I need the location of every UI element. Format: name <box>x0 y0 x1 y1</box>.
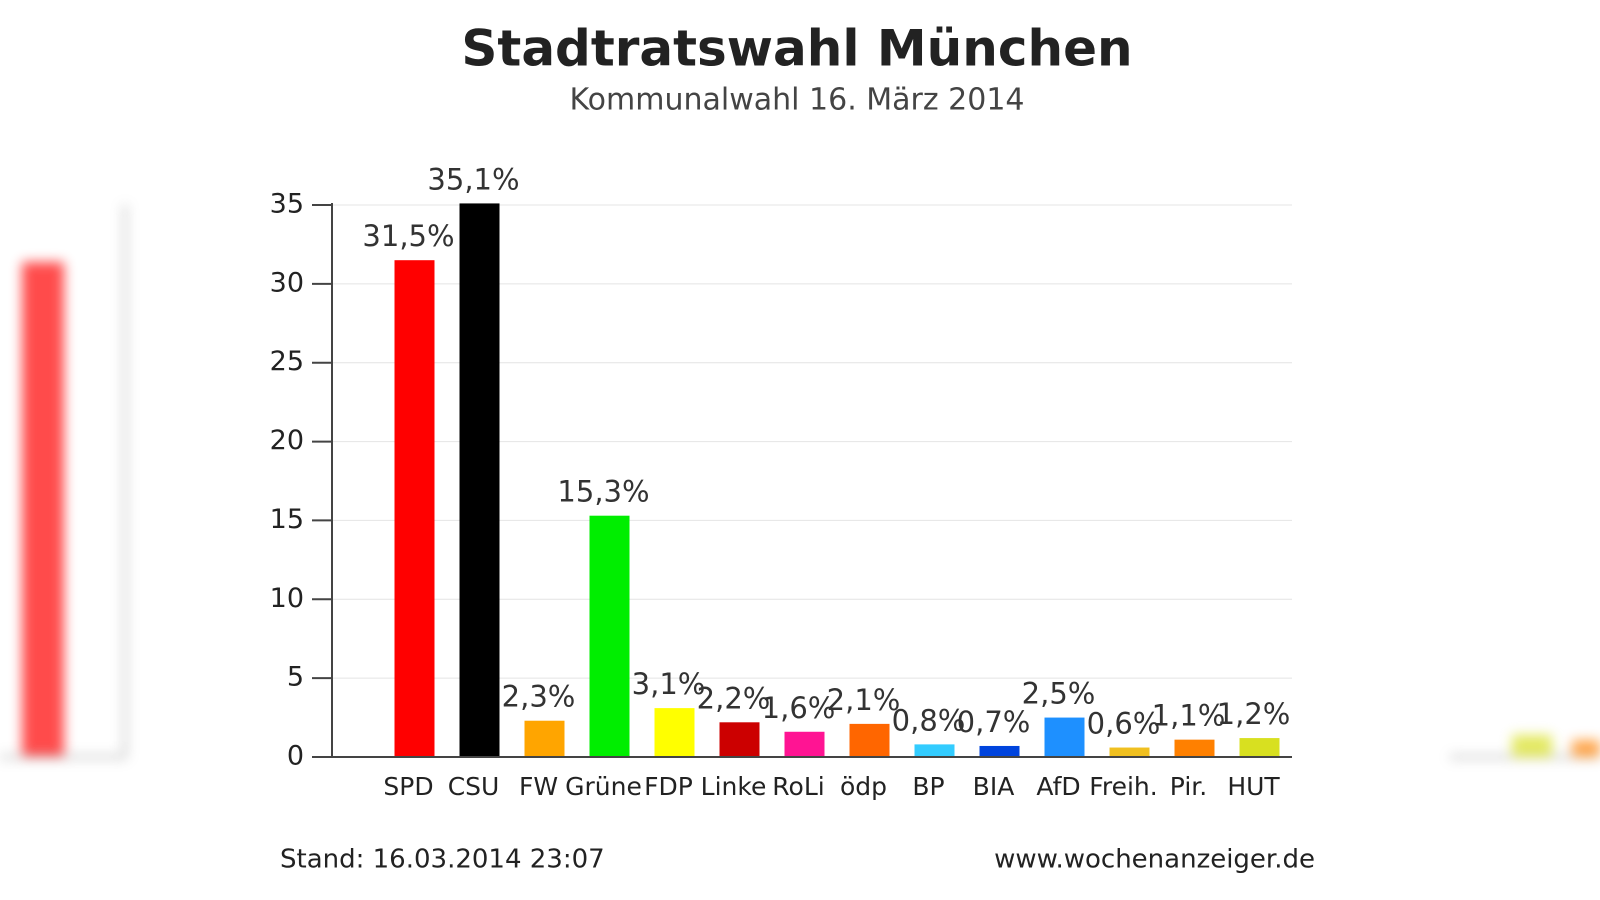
chart-subtitle: Kommunalwahl 16. März 2014 <box>569 83 1024 118</box>
bar <box>459 203 500 757</box>
value-label: 3,1% <box>632 667 706 701</box>
y-tick-label: 15 <box>270 504 304 535</box>
footer-left: Stand: 16.03.2014 23:07 <box>280 845 605 875</box>
x-tick-label: Linke <box>701 772 767 801</box>
y-tick-label: 10 <box>270 583 304 614</box>
bar <box>719 722 760 757</box>
x-tick-label: BIA <box>973 772 1015 801</box>
value-label: 15,3% <box>557 475 649 509</box>
bar <box>1109 747 1150 757</box>
bar <box>1239 738 1280 757</box>
bar <box>589 515 630 757</box>
x-tick-label: BP <box>912 772 944 801</box>
value-label: 35,1% <box>427 162 519 196</box>
bar <box>654 708 695 757</box>
y-tick-label: 5 <box>287 662 304 693</box>
value-label: 1,1% <box>1152 699 1226 733</box>
footer-right: www.wochenanzeiger.de <box>994 845 1315 875</box>
x-tick-label: FW <box>519 772 558 801</box>
x-tick-label: Pir. <box>1170 772 1207 801</box>
blurred-neighbor-left <box>0 205 127 759</box>
bar <box>524 720 565 757</box>
bar <box>784 731 825 757</box>
x-tick-label: CSU <box>448 772 500 801</box>
value-label: 1,6% <box>762 691 836 725</box>
y-tick-label: 30 <box>270 267 304 298</box>
value-label: 2,3% <box>502 680 576 714</box>
x-tick-label: SPD <box>383 772 433 801</box>
value-label: 31,5% <box>362 219 454 253</box>
x-tick-label: Freih. <box>1089 772 1157 801</box>
value-label: 0,8% <box>892 703 966 737</box>
bar <box>394 260 435 757</box>
x-tick-label: ödp <box>840 772 887 801</box>
value-label: 0,7% <box>957 705 1031 739</box>
bar <box>1174 739 1215 757</box>
y-tick-label: 20 <box>270 425 304 456</box>
value-label: 2,2% <box>697 681 771 715</box>
x-tick-label: Grüne <box>565 772 642 801</box>
y-tick-label: 35 <box>270 189 304 220</box>
value-label: 1,2% <box>1217 697 1291 731</box>
bar <box>914 744 955 757</box>
bar <box>849 723 890 757</box>
value-label: 2,5% <box>1022 677 1096 711</box>
bar <box>1044 717 1085 757</box>
y-tick-label: 0 <box>287 741 304 772</box>
x-tick-label: FDP <box>644 772 693 801</box>
value-label: 2,1% <box>827 683 901 717</box>
y-tick-label: 25 <box>270 346 304 377</box>
blurred-neighbor-right <box>1450 735 1600 759</box>
bar <box>979 745 1020 757</box>
x-tick-label: AfD <box>1036 772 1080 801</box>
chart-title: Stadtratswahl München <box>461 20 1132 78</box>
x-tick-label: RoLi <box>772 772 824 801</box>
value-label: 0,6% <box>1087 707 1161 741</box>
x-tick-label: HUT <box>1227 772 1280 801</box>
